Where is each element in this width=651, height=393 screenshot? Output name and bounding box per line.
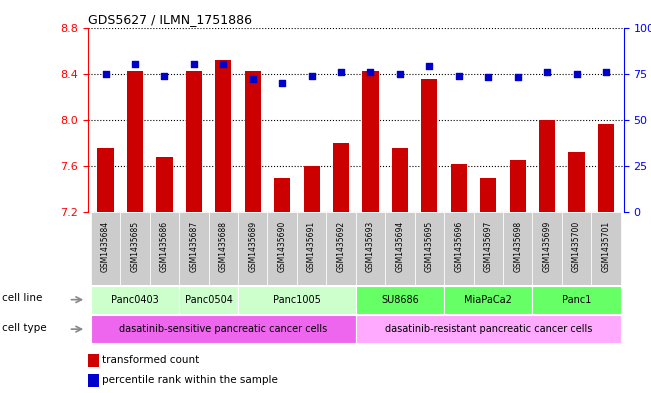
Point xyxy=(277,80,287,86)
Bar xyxy=(444,285,533,314)
Point xyxy=(336,69,346,75)
Text: SU8686: SU8686 xyxy=(381,295,419,305)
Bar xyxy=(303,166,320,212)
Point xyxy=(247,76,258,83)
Text: Panc1: Panc1 xyxy=(562,295,591,305)
Text: GSM1435688: GSM1435688 xyxy=(219,221,228,272)
Bar xyxy=(238,285,355,314)
Text: GSM1435697: GSM1435697 xyxy=(484,221,493,272)
Bar xyxy=(268,212,297,285)
Text: GSM1435690: GSM1435690 xyxy=(278,221,286,272)
Bar xyxy=(156,157,173,212)
Point xyxy=(218,61,229,68)
Point xyxy=(395,70,405,77)
Bar xyxy=(238,212,268,285)
Bar xyxy=(533,285,620,314)
Point xyxy=(512,74,523,81)
Point xyxy=(572,70,582,77)
Bar xyxy=(150,212,179,285)
Text: GDS5627 / ILMN_1751886: GDS5627 / ILMN_1751886 xyxy=(88,13,252,26)
Text: dasatinib-resistant pancreatic cancer cells: dasatinib-resistant pancreatic cancer ce… xyxy=(385,324,592,334)
Bar xyxy=(473,212,503,285)
Bar xyxy=(91,212,120,285)
Bar xyxy=(539,120,555,212)
Point xyxy=(424,63,435,70)
Bar xyxy=(98,147,114,212)
Text: GSM1435687: GSM1435687 xyxy=(189,221,199,272)
Bar xyxy=(120,212,150,285)
Text: Panc0504: Panc0504 xyxy=(185,295,232,305)
Bar xyxy=(88,374,99,387)
Text: GSM1435693: GSM1435693 xyxy=(366,221,375,272)
Bar xyxy=(480,178,496,212)
Point xyxy=(542,69,552,75)
Bar xyxy=(450,164,467,212)
Text: GSM1435700: GSM1435700 xyxy=(572,221,581,272)
Bar xyxy=(533,212,562,285)
Bar xyxy=(355,212,385,285)
Bar xyxy=(208,212,238,285)
Bar xyxy=(392,147,408,212)
Point xyxy=(307,72,317,79)
Text: dasatinib-sensitive pancreatic cancer cells: dasatinib-sensitive pancreatic cancer ce… xyxy=(119,324,327,334)
Point xyxy=(365,69,376,75)
Bar xyxy=(562,212,591,285)
Point xyxy=(601,69,611,75)
Text: GSM1435691: GSM1435691 xyxy=(307,221,316,272)
Bar xyxy=(88,354,99,367)
Point xyxy=(454,72,464,79)
Text: transformed count: transformed count xyxy=(102,355,199,365)
Text: GSM1435684: GSM1435684 xyxy=(101,221,110,272)
Bar xyxy=(179,212,208,285)
Text: GSM1435696: GSM1435696 xyxy=(454,221,464,272)
Bar xyxy=(415,212,444,285)
Text: GSM1435689: GSM1435689 xyxy=(248,221,257,272)
Bar xyxy=(326,212,355,285)
Bar xyxy=(333,143,349,212)
Text: GSM1435698: GSM1435698 xyxy=(513,221,522,272)
Bar xyxy=(355,315,620,343)
Bar xyxy=(91,315,355,343)
Bar xyxy=(91,285,179,314)
Bar xyxy=(444,212,473,285)
Bar xyxy=(297,212,326,285)
Bar xyxy=(591,212,620,285)
Point xyxy=(189,61,199,68)
Bar xyxy=(215,60,231,212)
Bar xyxy=(421,79,437,212)
Point xyxy=(159,72,170,79)
Text: GSM1435694: GSM1435694 xyxy=(395,221,404,272)
Text: Panc1005: Panc1005 xyxy=(273,295,321,305)
Bar xyxy=(245,72,261,212)
Bar xyxy=(385,212,415,285)
Text: Panc0403: Panc0403 xyxy=(111,295,159,305)
Point xyxy=(483,74,493,81)
Text: MiaPaCa2: MiaPaCa2 xyxy=(464,295,512,305)
Text: cell line: cell line xyxy=(2,293,42,303)
Text: GSM1435701: GSM1435701 xyxy=(602,221,611,272)
Bar xyxy=(503,212,533,285)
Bar xyxy=(363,72,379,212)
Point xyxy=(130,61,140,68)
Bar xyxy=(568,152,585,212)
Bar xyxy=(127,72,143,212)
Point xyxy=(100,70,111,77)
Bar xyxy=(186,72,202,212)
Text: GSM1435685: GSM1435685 xyxy=(130,221,139,272)
Text: GSM1435692: GSM1435692 xyxy=(337,221,346,272)
Bar xyxy=(274,178,290,212)
Bar xyxy=(598,125,614,212)
Bar xyxy=(510,160,526,212)
Text: GSM1435699: GSM1435699 xyxy=(543,221,551,272)
Text: GSM1435695: GSM1435695 xyxy=(425,221,434,272)
Text: percentile rank within the sample: percentile rank within the sample xyxy=(102,375,278,386)
Text: cell type: cell type xyxy=(2,323,46,332)
Text: GSM1435686: GSM1435686 xyxy=(160,221,169,272)
Bar xyxy=(179,285,238,314)
Bar xyxy=(355,285,444,314)
